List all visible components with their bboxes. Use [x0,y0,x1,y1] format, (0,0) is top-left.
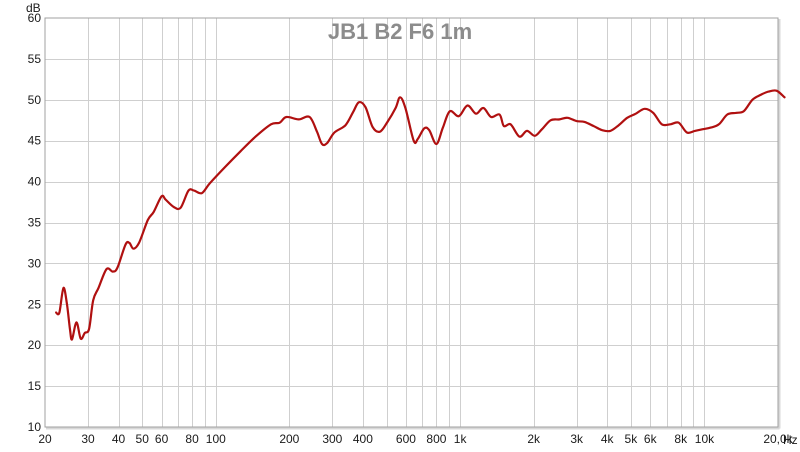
series-layer [55,89,786,341]
y-tick-label: 55 [28,52,42,66]
x-tick-label: 20 [38,432,52,446]
x-tick-label: 300 [322,432,342,446]
x-tick-label: 6k [644,432,658,446]
x-tick-label: 50 [136,432,150,446]
x-axis-label: Hz [783,433,798,447]
y-tick-label: 35 [28,216,42,230]
x-tick-label: 1k [454,432,468,446]
x-axis-tick-labels: 20 30 40 50 60 80 100 200 300 400 600 800 1k 2k 3k 4k 5k… [38,432,793,446]
x-tick-label: 100 [206,432,226,446]
x-tick-label: 40 [112,432,126,446]
x-tick-label: 200 [279,432,299,446]
y-tick-label: 15 [28,379,42,393]
y-tick-label: 30 [28,256,42,270]
y-axis-label: dB [26,1,41,15]
x-tick-label: 30 [81,432,95,446]
y-tick-label: 20 [28,338,42,352]
x-tick-label: 20,0k [763,432,793,446]
x-tick-label: 4k [601,432,615,446]
x-tick-label: 80 [185,432,199,446]
plot-frame [44,17,779,428]
y-tick-label: 25 [28,297,42,311]
y-tick-label: 60 [28,11,42,25]
x-tick-label: 10k [695,432,715,446]
grid [45,18,778,427]
y-tick-label: 50 [28,93,42,107]
y-tick-label: 45 [28,134,42,148]
x-tick-label: 8k [674,432,688,446]
x-tick-label: 5k [625,432,639,446]
x-tick-label: 2k [527,432,541,446]
x-tick-label: 800 [426,432,446,446]
x-tick-label: 400 [353,432,373,446]
y-tick-label: 10 [28,420,42,434]
y-axis-tick-labels: 10 15 20 25 30 35 40 45 50 55 60 [28,11,42,434]
x-tick-label: 600 [396,432,416,446]
frequency-response-curve [55,89,786,341]
x-tick-label: 3k [570,432,584,446]
y-tick-label: 40 [28,175,42,189]
x-tick-label: 60 [155,432,169,446]
chart-title: JB1 B2 F6 1m [328,19,472,44]
